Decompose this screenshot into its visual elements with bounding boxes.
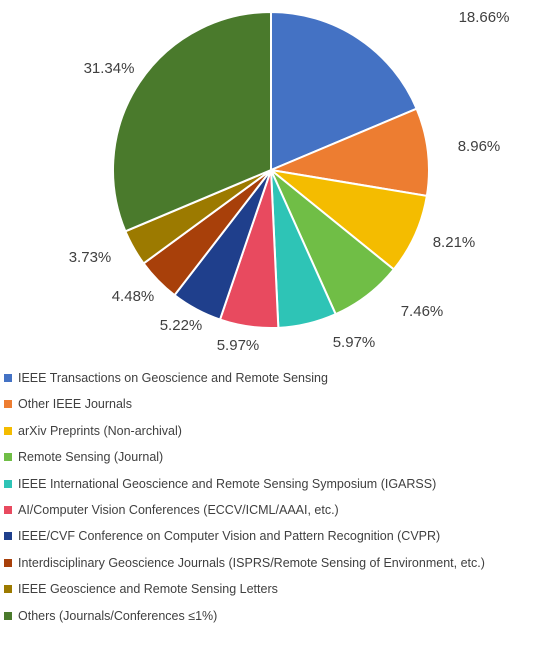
legend-item: IEEE International Geoscience and Remote…	[0, 473, 436, 495]
legend-swatch	[4, 532, 12, 541]
legend-item: Interdisciplinary Geoscience Journals (I…	[0, 552, 485, 574]
legend-item: Other IEEE Journals	[0, 393, 132, 415]
pie-data-labels: 18.66% 8.96% 8.21% 7.46% 5.97% 5.97% 5.22% 4.48…	[69, 9, 510, 354]
legend-label: IEEE Transactions on Geoscience and Remo…	[18, 371, 328, 385]
slice-data-label: 4.48%	[112, 288, 155, 305]
legend-label: arXiv Preprints (Non-archival)	[18, 423, 182, 438]
slice-data-label: 5.97%	[333, 334, 376, 351]
legend-label: Other IEEE Journals	[18, 397, 132, 412]
legend-label: AI/Computer Vision Conferences (ECCV/ICM…	[18, 503, 339, 517]
legend-swatch	[4, 400, 12, 409]
legend-label: Remote Sensing (Journal)	[18, 450, 164, 465]
legend-swatch	[4, 479, 12, 488]
legend-item: IEEE Transactions on Geoscience and Remo…	[0, 367, 328, 389]
slice-data-label: 31.34%	[84, 60, 135, 77]
slice-data-label: 3.73%	[69, 249, 112, 266]
pie-chart: 18.66% 8.96% 8.21% 7.46% 5.97% 5.97% 5.22% 4.48…	[69, 9, 510, 354]
pie-slices	[112, 10, 430, 329]
legend-swatch	[4, 611, 12, 620]
legend-label: IEEE/CVF Conference on Computer Vision a…	[18, 529, 441, 544]
legend-label: Others (Journals/Conferences ≤1%)	[18, 608, 218, 623]
legend-item: IEEE/CVF Conference on Computer Vision a…	[0, 525, 440, 547]
legend-swatch	[4, 558, 12, 567]
pie-slice	[270, 10, 418, 172]
legend-item: Remote Sensing (Journal)	[0, 446, 163, 468]
legend-item: IEEE Geoscience and Remote Sensing Lette…	[0, 578, 278, 600]
slice-data-label: 7.46%	[401, 303, 444, 320]
slice-data-label: 5.22%	[160, 317, 203, 334]
legend-swatch	[4, 426, 12, 435]
legend-label: Interdisciplinary Geoscience Journals (I…	[18, 555, 485, 570]
legend-item: Others (Journals/Conferences ≤1%)	[0, 605, 217, 627]
legend-item: AI/Computer Vision Conferences (ECCV/ICM…	[0, 499, 339, 521]
pie-slice	[112, 10, 272, 233]
legend-item: arXiv Preprints (Non-archival)	[0, 420, 182, 442]
pie-slice	[267, 107, 430, 198]
legend-label: IEEE Geoscience and Remote Sensing Lette…	[18, 582, 278, 597]
legend-swatch	[4, 585, 12, 594]
legend-swatch	[4, 506, 12, 514]
slice-data-label: 8.96%	[458, 138, 501, 155]
legend-swatch	[4, 453, 12, 462]
slice-data-label: 18.66%	[459, 9, 510, 26]
slice-data-label: 8.21%	[433, 234, 476, 251]
legend-label: IEEE International Geoscience and Remote…	[18, 476, 437, 491]
slice-data-label: 5.97%	[217, 337, 260, 354]
legend-swatch	[4, 374, 12, 382]
